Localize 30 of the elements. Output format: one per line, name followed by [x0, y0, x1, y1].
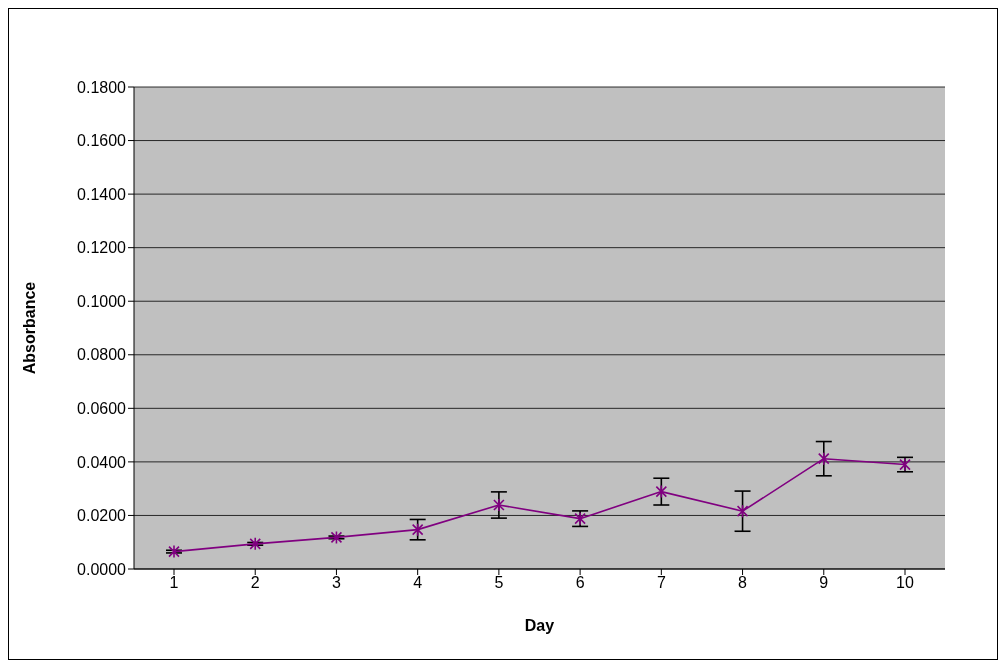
point: [817, 451, 830, 466]
y-tick-label: 0.0400: [77, 453, 127, 471]
y-tick-label: 0.0000: [77, 560, 127, 578]
y-tick-label: 0.1400: [77, 185, 127, 203]
x-tick-label: 3: [331, 574, 341, 592]
x-tick-label: 8: [738, 574, 748, 592]
y-tick-label: 0.1200: [77, 239, 127, 257]
y-axis-title: Absorbance: [20, 281, 38, 375]
y-tick-label: 0.1600: [77, 132, 127, 150]
y-tick-label: 0.1800: [77, 78, 127, 96]
y-tick-label: 0.0200: [77, 507, 127, 525]
point: [411, 522, 424, 537]
point: [736, 504, 749, 518]
point: [249, 537, 262, 551]
y-tick-label: 0.1000: [77, 292, 127, 310]
x-tick-label: 1: [169, 574, 179, 592]
x-axis-title: Day: [524, 617, 555, 634]
point: [330, 530, 343, 545]
y-tick-label: 0.0800: [77, 346, 127, 364]
x-tick-label: 5: [494, 574, 504, 592]
x-tick-label: 9: [819, 574, 829, 592]
x-tick-label: 10: [896, 574, 914, 592]
point: [655, 484, 668, 499]
point: [493, 498, 505, 512]
x-tick-label: 4: [413, 574, 423, 592]
y-tick-label: 0.0600: [77, 400, 127, 418]
point: [168, 544, 180, 559]
x-tick-label: 2: [250, 574, 260, 592]
x-tick-label: 6: [575, 574, 585, 592]
x-tick-label: 7: [656, 574, 666, 592]
